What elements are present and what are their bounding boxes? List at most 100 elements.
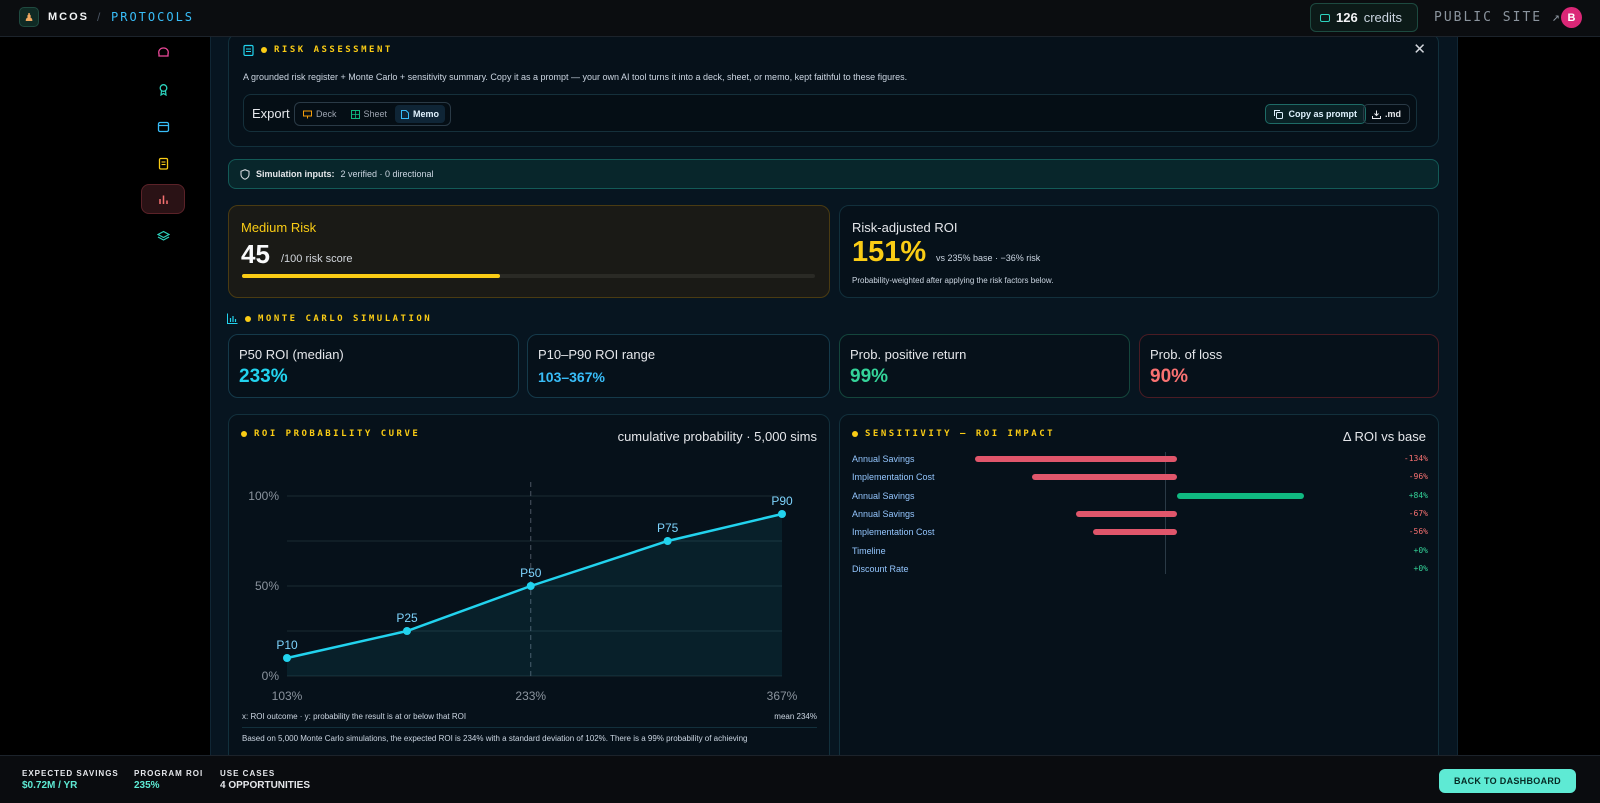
download-md-button[interactable]: .md (1362, 104, 1410, 124)
status-dot (852, 431, 858, 437)
sensitivity-row: Implementation Cost -96% (852, 472, 1428, 482)
y-tick-label: 0% (262, 669, 280, 683)
stat-label: P10–P90 ROI range (538, 347, 656, 362)
main-panel: RISK ASSESSMENT ✕ A grounded risk regist… (210, 37, 1458, 755)
sensitivity-label: Annual Savings (852, 454, 915, 464)
sidebar-item-calendar[interactable] (141, 111, 185, 141)
sensitivity-bar (1092, 529, 1177, 536)
sensitivity-value: +0% (1413, 563, 1428, 573)
format-memo-button[interactable]: Memo (395, 105, 446, 123)
divider (242, 727, 817, 728)
y-tick-label: 50% (255, 579, 279, 593)
sensitivity-title: SENSITIVITY — ROI IMPACT (865, 429, 1056, 439)
roi-probability-chart: 0% 50% 100% 103% 233% 367% P10 P25 P50 P75 P90 (248, 482, 798, 703)
sensitivity-label: Annual Savings (852, 508, 915, 519)
sensitivity-value: -96% (1408, 472, 1428, 482)
sensitivity-value: -56% (1408, 527, 1428, 537)
breadcrumb-separator: / (97, 10, 101, 24)
footer-stat-label: PROGRAM ROI (134, 769, 204, 778)
sensitivity-label: Timeline (852, 545, 886, 556)
sensitivity-label: Implementation Cost (852, 472, 935, 483)
stat-card-range: P10–P90 ROI range 103–367% (527, 334, 830, 398)
status-dot (261, 47, 267, 53)
footer-bar: EXPECTED SAVINGS $0.72M / YR PROGRAM ROI… (0, 755, 1600, 803)
status-dot (245, 315, 251, 322)
stat-value: 233% (239, 366, 288, 387)
sensitivity-bar (1032, 474, 1177, 481)
footer-expected-savings: EXPECTED SAVINGS $0.72M / YR (22, 769, 119, 791)
format-sheet-label: Sheet (363, 109, 388, 119)
status-dot (241, 431, 247, 437)
sensitivity-bar (1177, 492, 1304, 499)
stat-label: Prob. positive return (850, 347, 967, 362)
stat-card-positive: Prob. positive return 99% (839, 334, 1130, 398)
simulation-inputs-label: Simulation inputs: (256, 169, 335, 179)
risk-level: Medium Risk (241, 220, 317, 235)
stat-card-p50: P50 ROI (median) 233% (228, 334, 519, 398)
sensitivity-row: Timeline +0% (852, 546, 1428, 556)
sensitivity-value: +84% (1408, 490, 1428, 500)
top-bar: ♟ MCOS / PROTOCOLS 126 credits PUBLIC SI… (0, 0, 1600, 37)
curve-header: ROI PROBABILITY CURVE (241, 429, 420, 439)
footer-stat-value: 235% (134, 780, 160, 791)
sidebar-item-brain[interactable] (141, 37, 185, 67)
curve-axis-note: x: ROI outcome · y: probability the resu… (242, 712, 467, 721)
credits-count: 126 (1336, 10, 1358, 25)
award-icon (159, 83, 167, 96)
x-tick-label: 103% (272, 689, 303, 703)
risk-adjusted-roi-compare: vs 235% base · −36% risk (936, 253, 1041, 263)
curve-title: ROI PROBABILITY CURVE (254, 429, 421, 439)
brand-name[interactable]: MCOS (48, 11, 89, 23)
sidebar-item-award[interactable] (141, 74, 185, 104)
sensitivity-row: Annual Savings -67% (852, 509, 1428, 519)
footer-stat-value: 4 OPPORTUNITIES (220, 780, 311, 791)
credits-label: credits (1363, 10, 1402, 25)
risk-score-value: 45 (241, 239, 270, 269)
sidebar (0, 37, 210, 755)
footer-stat-value: $0.72M / YR (22, 780, 78, 791)
copy-as-prompt-button[interactable]: Copy as prompt (1265, 104, 1366, 124)
bar-chart-icon (227, 313, 238, 324)
stat-value: 103–367% (538, 369, 605, 385)
credits-badge[interactable]: 126 credits (1310, 3, 1418, 32)
risk-assessment-card: RISK ASSESSMENT ✕ A grounded risk regist… (228, 37, 1439, 147)
sensitivity-row: Annual Savings -134% (852, 454, 1428, 464)
format-deck-label: Deck (316, 109, 337, 119)
sidebar-item-layers[interactable] (141, 221, 185, 251)
stat-label: P50 ROI (median) (239, 347, 344, 362)
footer-stat-label: USE CASES (220, 769, 276, 778)
curve-point-label: P75 (657, 521, 679, 535)
sidebar-item-clipboard[interactable] (141, 148, 185, 178)
format-sheet-button[interactable]: Sheet (345, 105, 394, 123)
stat-card-loss: Prob. of loss 90% (1139, 334, 1439, 398)
curve-point-label: P25 (396, 611, 418, 625)
sidebar-item-analytics[interactable] (141, 184, 185, 214)
curve-mean-note: mean 234% (774, 712, 817, 721)
format-deck-button[interactable]: Deck (297, 105, 343, 123)
risk-adjusted-roi-card: Risk-adjusted ROI 151% vs 235% base · −3… (839, 205, 1439, 298)
user-avatar[interactable]: B (1561, 7, 1582, 28)
copy-icon (1274, 109, 1284, 119)
sensitivity-subtitle: Δ ROI vs base (1342, 429, 1426, 444)
risk-score-suffix: /100 risk score (281, 253, 353, 265)
risk-score-bar-fill (242, 274, 500, 278)
brand-logo-icon[interactable]: ♟ (19, 7, 39, 27)
sensitivity-label: Discount Rate (852, 563, 909, 574)
curve-point (403, 627, 411, 635)
breadcrumb-section[interactable]: PROTOCOLS (111, 10, 195, 24)
risk-adjusted-roi-title: Risk-adjusted ROI (852, 220, 958, 235)
stat-label: Prob. of loss (1150, 347, 1223, 362)
stat-value: 90% (1150, 366, 1189, 387)
public-site-link[interactable]: PUBLIC SITE ↗ (1434, 10, 1562, 25)
risk-adjusted-roi-note: Probability-weighted after applying the … (852, 276, 1054, 285)
sensitivity-value: +0% (1413, 545, 1428, 555)
close-icon[interactable]: ✕ (1413, 41, 1426, 58)
risk-adjusted-roi-value: 151% (852, 236, 927, 268)
document-icon (401, 109, 410, 119)
sensitivity-header: SENSITIVITY — ROI IMPACT (852, 429, 1055, 439)
calendar-icon (157, 121, 169, 132)
sensitivity-bar (1076, 510, 1177, 517)
credit-card-icon (1320, 13, 1330, 22)
export-label: Export (252, 106, 290, 121)
back-to-dashboard-button[interactable]: BACK TO DASHBOARD (1439, 769, 1576, 793)
